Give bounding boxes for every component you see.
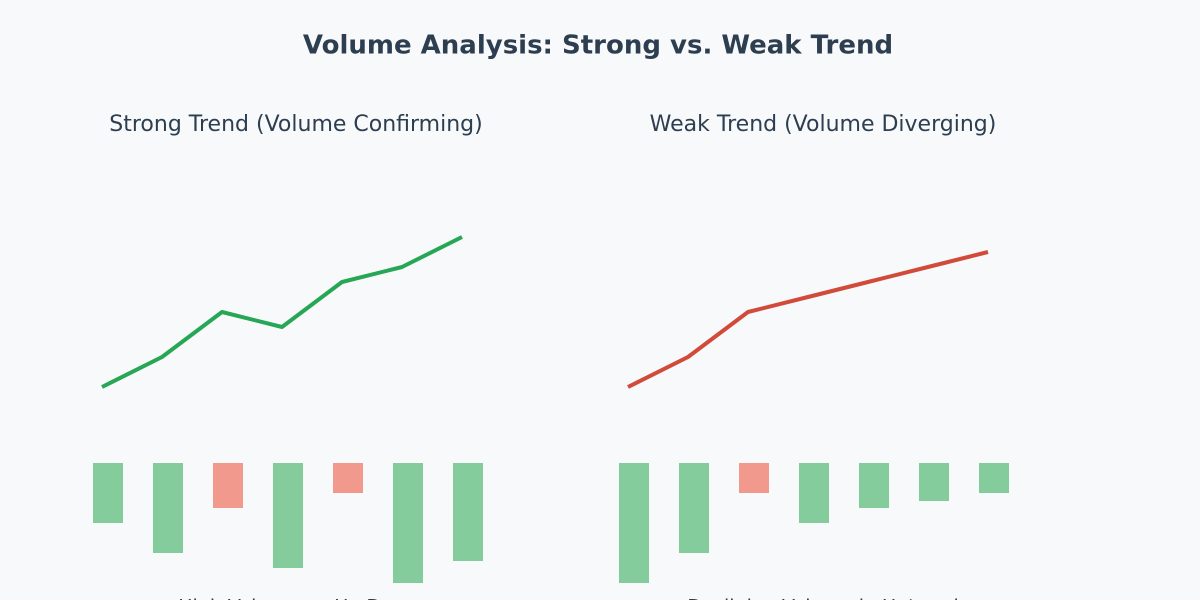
volume-bar	[619, 463, 649, 583]
volume-bar	[453, 463, 483, 561]
panel-title: Weak Trend (Volume Diverging)	[650, 112, 997, 137]
panel-caption: Declining Volume in Uptrend	[687, 596, 958, 600]
volume-bar	[93, 463, 123, 523]
panel-caption: High Volume on Up Days	[178, 596, 414, 600]
volume-bar	[739, 463, 769, 493]
volume-bar	[679, 463, 709, 553]
volume-bar	[393, 463, 423, 583]
page-title: Volume Analysis: Strong vs. Weak Trend	[303, 31, 893, 61]
volume-bar	[979, 463, 1009, 493]
panel-title: Strong Trend (Volume Confirming)	[109, 112, 482, 137]
volume-bar	[799, 463, 829, 523]
price-line	[101, 235, 463, 389]
price-line	[627, 250, 989, 389]
volume-bar	[213, 463, 243, 508]
volume-bar	[273, 463, 303, 568]
volume-bar	[919, 463, 949, 501]
volume-bar	[333, 463, 363, 493]
volume-bar	[859, 463, 889, 508]
volume-bar	[153, 463, 183, 553]
